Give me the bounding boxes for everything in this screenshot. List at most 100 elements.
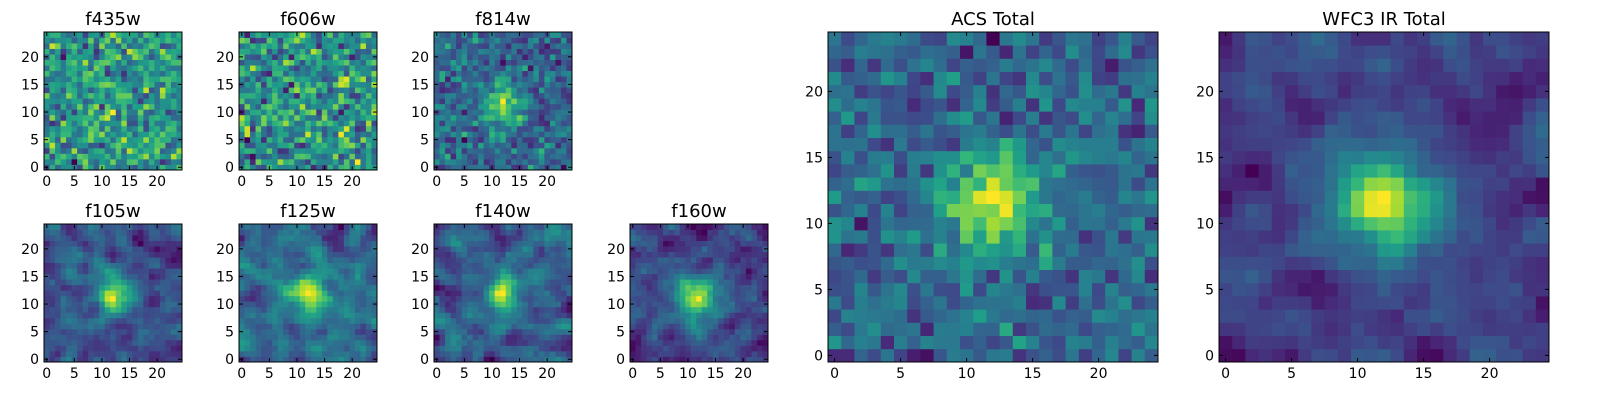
heatmap-cell xyxy=(854,349,868,363)
heatmap-cell xyxy=(696,257,702,263)
heatmap-cell xyxy=(72,38,78,44)
heatmap-cell xyxy=(500,241,506,247)
heatmap-cell xyxy=(517,268,523,274)
heatmap-cell xyxy=(630,285,636,291)
heatmap-cell xyxy=(165,340,171,346)
heatmap-cell xyxy=(99,76,105,82)
heatmap-cell xyxy=(881,309,895,323)
heatmap-cell xyxy=(630,312,636,318)
heatmap-cell xyxy=(110,71,116,77)
heatmap-cell xyxy=(841,230,855,244)
heatmap-cell xyxy=(272,279,278,285)
heatmap-cell xyxy=(256,38,262,44)
heatmap-cell xyxy=(724,318,730,324)
heatmap-cell xyxy=(72,230,78,236)
heatmap-cell xyxy=(1013,336,1027,350)
heatmap-cell xyxy=(511,312,517,318)
heatmap-cell xyxy=(495,246,501,252)
heatmap-cell xyxy=(250,65,256,71)
heatmap-cell xyxy=(484,137,490,143)
heatmap-cell xyxy=(533,148,539,154)
heatmap-cell xyxy=(434,65,440,71)
heatmap-cell xyxy=(718,257,724,263)
heatmap-cell xyxy=(1066,256,1080,270)
heatmap-cell xyxy=(641,230,647,236)
heatmap-cell xyxy=(283,115,289,121)
heatmap-cell xyxy=(110,120,116,126)
heatmap-cell xyxy=(506,137,512,143)
heatmap-cell xyxy=(283,131,289,137)
heatmap-cell xyxy=(110,307,116,313)
y-tick-label: 0 xyxy=(30,160,39,176)
heatmap-cell xyxy=(881,336,895,350)
heatmap-cell xyxy=(256,120,262,126)
heatmap-cell xyxy=(636,290,642,296)
heatmap-cell xyxy=(462,252,468,258)
heatmap-cell xyxy=(327,126,333,132)
y-tick-label: 0 xyxy=(616,352,625,368)
heatmap-cell xyxy=(517,142,523,148)
heatmap-cell xyxy=(511,268,517,274)
heatmap-cell xyxy=(751,279,757,285)
heatmap-cell xyxy=(267,71,273,77)
heatmap-cell xyxy=(729,307,735,313)
heatmap-cell xyxy=(751,301,757,307)
heatmap-cell xyxy=(1092,177,1106,191)
heatmap-cell xyxy=(72,323,78,329)
heatmap-cell xyxy=(154,109,160,115)
heatmap-cell xyxy=(110,296,116,302)
heatmap-cell xyxy=(171,120,177,126)
heatmap-cell xyxy=(1092,164,1106,178)
heatmap-cell xyxy=(724,246,730,252)
heatmap-cell xyxy=(757,296,763,302)
heatmap-cell xyxy=(500,318,506,324)
heatmap-cell xyxy=(920,309,934,323)
heatmap-cell xyxy=(50,104,56,110)
heatmap-cell xyxy=(506,126,512,132)
heatmap-cell xyxy=(72,351,78,357)
heatmap-cell xyxy=(1026,270,1040,284)
heatmap-cell xyxy=(630,252,636,258)
heatmap-cell xyxy=(300,301,306,307)
heatmap-cell xyxy=(947,283,961,297)
heatmap-cell xyxy=(50,131,56,137)
heatmap-cell xyxy=(881,270,895,284)
heatmap-cell xyxy=(316,76,322,82)
heatmap-cell xyxy=(160,224,166,230)
heatmap-cell xyxy=(171,268,177,274)
heatmap-cell xyxy=(478,318,484,324)
heatmap-cell xyxy=(105,351,111,357)
heatmap-cell xyxy=(165,241,171,247)
heatmap-cell xyxy=(311,71,317,77)
heatmap-cell xyxy=(478,246,484,252)
heatmap-cell xyxy=(333,120,339,126)
heatmap-cell xyxy=(289,71,295,77)
heatmap-cell xyxy=(355,76,361,82)
heatmap-cell xyxy=(539,268,545,274)
heatmap-cell xyxy=(735,312,741,318)
heatmap-cell xyxy=(272,351,278,357)
heatmap-cell xyxy=(160,109,166,115)
heatmap-cell xyxy=(283,246,289,252)
heatmap-cell xyxy=(316,93,322,99)
heatmap-cell xyxy=(160,323,166,329)
heatmap-cell xyxy=(445,76,451,82)
heatmap-cell xyxy=(735,279,741,285)
heatmap-cell xyxy=(99,318,105,324)
heatmap-cell xyxy=(261,268,267,274)
heatmap-cell xyxy=(544,323,550,329)
heatmap-cell xyxy=(894,243,908,257)
heatmap-cell xyxy=(44,131,50,137)
heatmap-cell xyxy=(55,54,61,60)
heatmap-cell xyxy=(171,71,177,77)
heatmap-cell xyxy=(138,323,144,329)
heatmap-cell xyxy=(261,38,267,44)
heatmap-cell xyxy=(344,131,350,137)
heatmap-cell xyxy=(261,120,267,126)
heatmap-cell xyxy=(489,296,495,302)
heatmap-cell xyxy=(99,120,105,126)
heatmap-cell xyxy=(88,274,94,280)
heatmap-cell xyxy=(366,76,372,82)
heatmap-cell xyxy=(316,49,322,55)
